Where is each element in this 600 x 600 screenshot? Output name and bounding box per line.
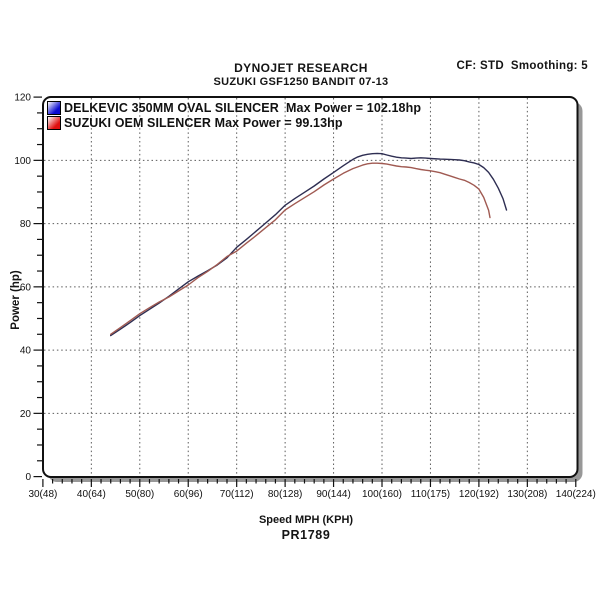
x-tick-label: 40(64) [77, 489, 106, 500]
x-tick-label: 140(224) [556, 489, 596, 500]
legend-swatch-delkevic [47, 100, 61, 115]
power-curve-oem [109, 162, 491, 335]
power-curve-delkevic [109, 152, 508, 337]
legend-item-oem: SUZUKI OEM SILENCER Max Power = 99.13hp [47, 116, 421, 132]
cf-smoothing-setting: CF: STD Smoothing: 5 [456, 60, 588, 72]
y-tick-label: 0 [25, 472, 31, 483]
legend-label-oem: SUZUKI OEM SILENCER Max Power = 99.13hp [64, 116, 343, 131]
legend: DELKEVIC 350MM OVAL SILENCER Max Power =… [47, 100, 421, 131]
x-tick-label: 100(160) [362, 489, 402, 500]
x-tick-label: 30(48) [28, 489, 57, 500]
x-tick-label: 130(208) [507, 489, 547, 500]
x-tick-label: 120(192) [459, 489, 499, 500]
y-tick-label: 20 [20, 409, 32, 420]
x-tick-label: 110(175) [411, 489, 450, 500]
x-tick-label: 70(112) [220, 489, 254, 500]
chart-title: DYNOJET RESEARCH [234, 61, 368, 75]
y-tick-label: 60 [20, 282, 32, 293]
y-axis-title: Power (hp) [10, 270, 22, 330]
x-tick-label: 60(96) [174, 489, 203, 500]
x-tick-label: 90(144) [316, 489, 350, 500]
plot-frame [42, 96, 579, 478]
x-axis-title: Speed MPH (KPH) [258, 514, 354, 526]
y-tick-label: 40 [20, 346, 32, 357]
y-tick-label: 120 [14, 93, 31, 104]
y-tick-label: 100 [14, 156, 31, 167]
x-tick-label: 80(128) [268, 489, 302, 500]
legend-item-delkevic: DELKEVIC 350MM OVAL SILENCER Max Power =… [47, 100, 421, 116]
legend-swatch-oem [47, 116, 61, 131]
x-tick-label: 50(80) [125, 489, 154, 500]
chart-subtitle: SUZUKI GSF1250 BANDIT 07-13 [213, 76, 389, 88]
plot-id: PR1789 [281, 528, 331, 542]
y-tick-label: 80 [20, 219, 32, 230]
legend-label-delkevic: DELKEVIC 350MM OVAL SILENCER Max Power =… [64, 100, 422, 115]
